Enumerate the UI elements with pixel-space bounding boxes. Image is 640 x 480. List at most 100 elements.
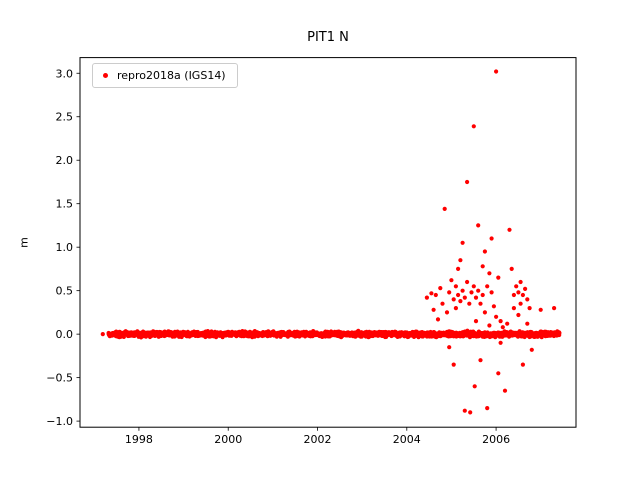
- data-point: [100, 332, 105, 337]
- data-point: [468, 410, 473, 415]
- data-point: [485, 406, 490, 411]
- data-point: [433, 292, 438, 298]
- data-point: [494, 69, 499, 74]
- data-point: [462, 295, 467, 300]
- data-point: [496, 371, 501, 376]
- data-point: [472, 384, 477, 389]
- chart-title: PIT1 N: [307, 30, 349, 45]
- data-point: [480, 292, 485, 298]
- data-point: [447, 345, 452, 350]
- data-point: [487, 323, 492, 328]
- data-point: [456, 266, 461, 271]
- data-point: [494, 314, 499, 319]
- data-point: [518, 279, 523, 285]
- data-point: [520, 292, 526, 298]
- data-point: [511, 292, 516, 298]
- data-point: [471, 124, 476, 129]
- y-axis-label: m: [17, 237, 31, 248]
- legend: repro2018a (IGS14): [92, 63, 238, 88]
- legend-label: repro2018a (IGS14): [117, 69, 226, 82]
- x-tick-label: 2004: [393, 433, 421, 446]
- data-point: [453, 284, 458, 289]
- data-point: [516, 290, 521, 295]
- y-tick-label: 0.0: [56, 328, 74, 341]
- x-tick-label: 2002: [304, 433, 332, 446]
- data-point: [529, 347, 534, 352]
- data-point: [498, 319, 503, 324]
- data-point: [491, 304, 496, 309]
- data-point: [518, 301, 523, 306]
- data-point: [516, 312, 521, 318]
- data-point: [478, 358, 483, 363]
- data-point: [496, 275, 501, 280]
- data-point: [431, 307, 436, 312]
- data-point: [489, 290, 494, 295]
- data-point: [538, 307, 543, 312]
- data-point: [460, 240, 465, 245]
- data-point: [482, 249, 487, 254]
- legend-dot-icon: [103, 73, 108, 78]
- data-point: [487, 271, 492, 276]
- data-point: [485, 284, 490, 289]
- data-point: [552, 306, 557, 311]
- data-point: [478, 301, 483, 306]
- data-point: [523, 286, 528, 291]
- y-tick-label: 1.5: [56, 198, 74, 211]
- data-point: [514, 284, 519, 289]
- y-tick-label: 2.5: [56, 111, 74, 124]
- data-point: [449, 278, 454, 283]
- data-point: [489, 236, 494, 241]
- data-point: [507, 227, 512, 232]
- data-point: [557, 330, 562, 336]
- data-point: [498, 340, 503, 345]
- data-point: [424, 295, 429, 300]
- y-tick-label: 0.5: [56, 285, 74, 298]
- data-point: [502, 388, 508, 393]
- data-point: [476, 223, 481, 228]
- data-point: [460, 288, 465, 293]
- data-point: [527, 306, 532, 311]
- data-point: [509, 266, 514, 271]
- data-point: [467, 301, 472, 306]
- data-point: [442, 206, 447, 211]
- data-point: [438, 286, 443, 291]
- data-point: [465, 179, 470, 185]
- x-tick-label: 2000: [214, 433, 242, 446]
- data-point: [511, 306, 516, 311]
- x-tick-label: 2006: [482, 433, 510, 446]
- data-point: [465, 279, 470, 285]
- data-point: [469, 290, 474, 295]
- data-point: [462, 408, 467, 413]
- y-tick-label: 2.0: [56, 154, 74, 167]
- data-point: [505, 321, 510, 326]
- data-point: [476, 288, 481, 293]
- data-point: [525, 321, 530, 326]
- data-point: [458, 258, 463, 263]
- data-point: [447, 290, 452, 295]
- data-point: [456, 292, 461, 298]
- axes-frame: [79, 57, 577, 428]
- data-point: [480, 264, 485, 269]
- data-point: [473, 319, 479, 324]
- data-point: [453, 306, 458, 311]
- y-tick-label: −0.5: [46, 372, 73, 385]
- data-point: [520, 362, 526, 367]
- data-point: [451, 362, 456, 367]
- x-tick-label: 1998: [125, 433, 153, 446]
- data-point: [440, 301, 445, 306]
- data-point: [500, 325, 505, 330]
- data-point: [473, 295, 479, 300]
- y-tick-label: 1.0: [56, 241, 74, 254]
- data-point: [525, 297, 530, 302]
- data-point: [451, 297, 456, 302]
- y-tick-label: 3.0: [56, 67, 74, 80]
- y-tick-label: −1.0: [46, 415, 73, 428]
- data-point: [458, 299, 463, 304]
- data-point: [471, 284, 476, 289]
- data-point: [444, 310, 450, 315]
- data-point: [435, 317, 441, 322]
- data-point: [482, 310, 487, 315]
- data-point: [429, 291, 434, 296]
